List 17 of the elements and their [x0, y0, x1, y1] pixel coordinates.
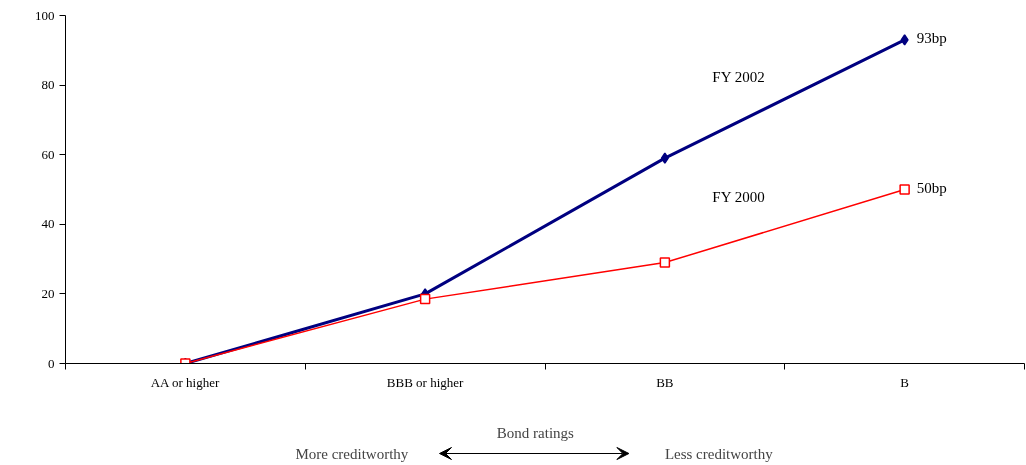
x-tick-label: B: [900, 374, 910, 390]
x-tick-label: AA or higher: [150, 374, 220, 390]
y-tick-label: 60: [41, 146, 55, 162]
y-tick-label: 80: [41, 77, 55, 93]
text: Less creditworthy: [664, 445, 774, 462]
y-tick-label: 40: [41, 216, 55, 232]
data-label: 93bp: [916, 29, 947, 46]
x-tick-label: BB: [656, 374, 674, 390]
text: More creditworthy: [295, 445, 409, 462]
y-tick-label: 100: [35, 7, 55, 23]
series-label: FY 2002: [712, 68, 765, 85]
y-tick-label: 0: [48, 355, 55, 371]
series-label: FY 2000: [712, 189, 765, 205]
y-tick-label: 20: [41, 285, 55, 301]
data-label: 50bp: [916, 179, 947, 196]
x-tick-label: BBB or higher: [386, 374, 465, 390]
x-axis-title: Bond ratings: [496, 424, 575, 441]
